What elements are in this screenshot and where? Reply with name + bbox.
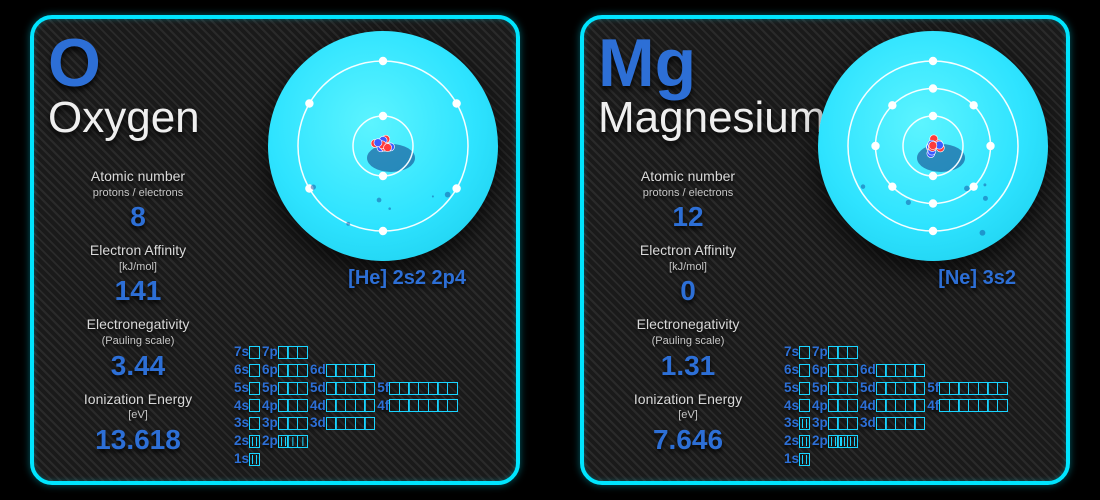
property-value: 13.618 bbox=[48, 424, 228, 456]
orbital-row: 1s bbox=[234, 451, 460, 468]
property-value: 7.646 bbox=[598, 424, 778, 456]
property-value: 141 bbox=[48, 275, 228, 307]
property-label: Electronegativity (Pauling scale) bbox=[48, 317, 228, 347]
property-value: 0 bbox=[598, 275, 778, 307]
property-value: 12 bbox=[598, 201, 778, 233]
property-value: 8 bbox=[48, 201, 228, 233]
properties-column: Atomic number protons / electrons 8 Elec… bbox=[48, 169, 228, 466]
property-value: 1.31 bbox=[598, 350, 778, 382]
element-card-magnesium: Mg Magnesium Atomic number protons / ele… bbox=[580, 15, 1070, 485]
property-label: Ionization Energy [eV] bbox=[598, 392, 778, 422]
property-value: 3.44 bbox=[48, 350, 228, 382]
orbital-row: 3s3p3d bbox=[784, 415, 1010, 432]
orbital-row: 3s3p3d bbox=[234, 415, 460, 432]
orbital-diagram: 7s7p6s6p6d5s5p5d5f4s4p4d4f3s3p3d2s2p1s bbox=[234, 344, 460, 469]
element-card-oxygen: O Oxygen Atomic number protons / electro… bbox=[30, 15, 520, 485]
electron-configuration: [He] 2s2 2p4 bbox=[348, 267, 466, 290]
orbital-row: 6s6p6d bbox=[234, 362, 460, 379]
atom-diagram bbox=[818, 31, 1048, 261]
orbital-row: 4s4p4d4f bbox=[234, 398, 460, 415]
property-label: Electron Affinity [kJ/mol] bbox=[48, 243, 228, 273]
orbital-row: 7s7p bbox=[784, 344, 1010, 361]
property-label: Ionization Energy [eV] bbox=[48, 392, 228, 422]
properties-column: Atomic number protons / electrons 12 Ele… bbox=[598, 169, 778, 466]
property-label: Electronegativity (Pauling scale) bbox=[598, 317, 778, 347]
orbital-row: 2s2p bbox=[234, 433, 460, 450]
orbital-row: 1s bbox=[784, 451, 1010, 468]
electron-configuration: [Ne] 3s2 bbox=[938, 267, 1016, 290]
orbital-row: 6s6p6d bbox=[784, 362, 1010, 379]
orbital-row: 5s5p5d5f bbox=[784, 380, 1010, 397]
property-label: Electron Affinity [kJ/mol] bbox=[598, 243, 778, 273]
orbital-row: 5s5p5d5f bbox=[234, 380, 460, 397]
orbital-row: 4s4p4d4f bbox=[784, 398, 1010, 415]
property-label: Atomic number protons / electrons bbox=[598, 169, 778, 199]
orbital-row: 7s7p bbox=[234, 344, 460, 361]
atom-diagram bbox=[268, 31, 498, 261]
property-label: Atomic number protons / electrons bbox=[48, 169, 228, 199]
orbital-row: 2s2p bbox=[784, 433, 1010, 450]
orbital-diagram: 7s7p6s6p6d5s5p5d5f4s4p4d4f3s3p3d2s2p1s bbox=[784, 344, 1010, 469]
